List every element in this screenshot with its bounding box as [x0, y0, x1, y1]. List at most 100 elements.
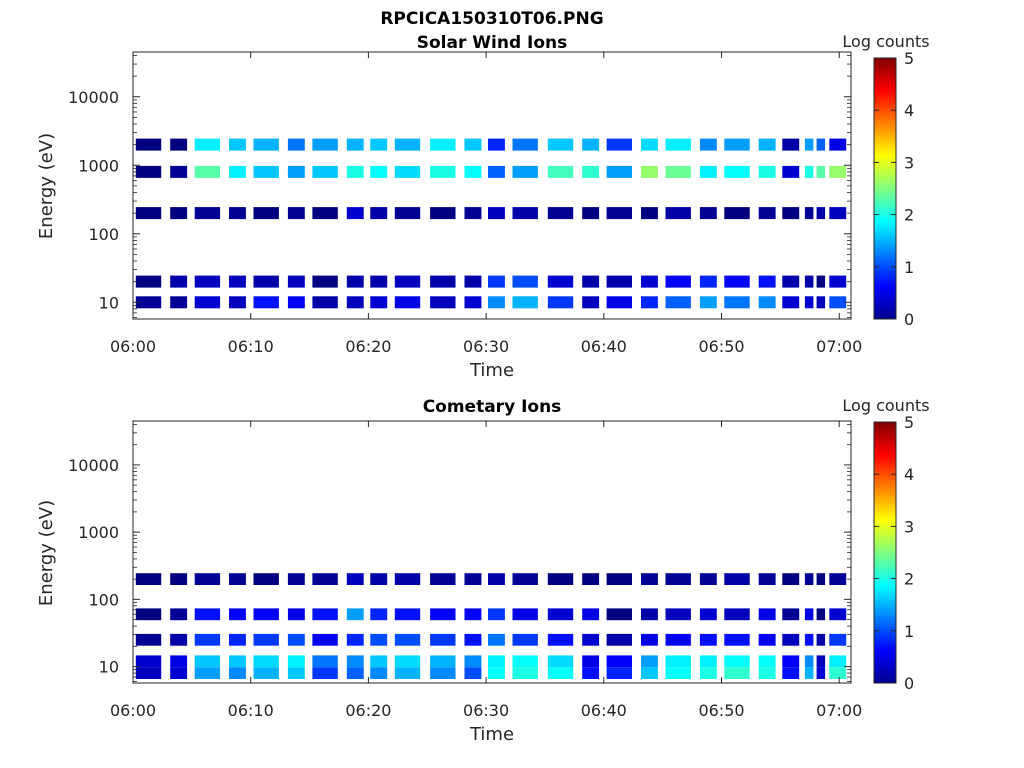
- heatmap-cell: [699, 165, 717, 178]
- heatmap-cell: [758, 633, 776, 646]
- heatmap-cell: [170, 655, 188, 668]
- heatmap-cell: [346, 296, 364, 309]
- heatmap-cell: [135, 573, 162, 585]
- heatmap-cell: [312, 165, 338, 178]
- heatmap-cell: [370, 275, 388, 288]
- y-tick-label: 1000: [78, 156, 119, 175]
- heatmap-cell: [512, 573, 538, 585]
- heatmap-cell: [758, 275, 776, 288]
- heatmap-cell: [665, 165, 691, 178]
- heatmap-cell: [606, 296, 632, 309]
- heatmap-cell: [488, 207, 505, 220]
- heatmap-cell: [430, 573, 456, 585]
- heatmap-cell: [370, 138, 388, 151]
- heatmap-cell: [782, 275, 800, 288]
- heatmap-cell: [229, 667, 246, 679]
- heatmap-cell: [582, 573, 600, 585]
- heatmap-cell: [804, 667, 814, 679]
- heatmap-cell: [194, 296, 221, 309]
- heatmap-cell: [394, 207, 421, 220]
- heatmap-cell: [641, 573, 658, 585]
- heatmap-cell: [370, 667, 388, 679]
- heatmap-cell: [287, 275, 305, 288]
- heatmap-cell: [430, 296, 456, 309]
- y-tick-label: 10: [99, 293, 119, 312]
- colorbar-tick-label: 0: [904, 310, 914, 329]
- heatmap-cell: [606, 573, 632, 585]
- heatmap-cell: [641, 608, 658, 621]
- heatmap-cell: [312, 655, 338, 668]
- heatmap-cell: [699, 573, 717, 585]
- heatmap-cell: [641, 633, 658, 646]
- heatmap-cell: [488, 655, 505, 668]
- heatmap-cell: [170, 667, 188, 679]
- heatmap-cell: [253, 275, 279, 288]
- heatmap-cell: [816, 633, 826, 646]
- heatmap-cell: [724, 207, 750, 220]
- heatmap-cell: [782, 655, 800, 668]
- heatmap-cell: [287, 138, 305, 151]
- colorbar-solar-wind: [874, 58, 896, 319]
- y-axis-label-cometary: Energy (eV): [36, 500, 57, 606]
- heatmap-cell: [287, 655, 305, 668]
- heatmap-cell: [582, 275, 600, 288]
- colorbar-frame-cometary: [873, 421, 897, 684]
- heatmap-cell: [582, 165, 600, 178]
- heatmap-cell: [464, 138, 482, 151]
- heatmap-cell: [394, 655, 421, 668]
- heatmap-cell: [829, 633, 847, 646]
- x-axis-label-solar-wind: Time: [469, 360, 514, 381]
- heatmap-cell: [512, 207, 538, 220]
- heatmap-cell: [135, 608, 162, 621]
- heatmap-cell: [170, 608, 188, 621]
- x-tick-label: 06:00: [110, 337, 156, 356]
- heatmap-cell: [229, 608, 246, 621]
- x-tick-label: 06:10: [228, 337, 274, 356]
- heatmap-cell: [782, 573, 800, 585]
- heatmap-cell: [724, 667, 750, 679]
- heatmap-cell: [804, 165, 814, 178]
- heatmap-cell: [758, 655, 776, 668]
- panel-solar-wind: Solar Wind Ions 06:00 06:10 06:20 06:30 …: [36, 32, 930, 381]
- heatmap-cell: [287, 207, 305, 220]
- x-ticks-cometary: 06:00 06:10 06:20 06:30 06:40 06:50 07:0…: [110, 421, 862, 720]
- heatmap-cell: [346, 633, 364, 646]
- heatmap-cell: [758, 573, 776, 585]
- heatmap-cell: [547, 608, 574, 621]
- heatmap-cell: [253, 667, 279, 679]
- heatmap-cell: [135, 165, 162, 178]
- heatmap-cell: [816, 573, 826, 585]
- heatmap-solar-wind: [135, 138, 847, 309]
- heatmap-cell: [464, 573, 482, 585]
- heatmap-cell: [488, 165, 505, 178]
- heatmap-cell: [758, 667, 776, 679]
- heatmap-cell: [287, 296, 305, 309]
- heatmap-cell: [547, 573, 574, 585]
- heatmap-cell: [312, 633, 338, 646]
- x-tick-label: 06:30: [463, 701, 509, 720]
- heatmap-cell: [699, 633, 717, 646]
- heatmap-cell: [829, 165, 847, 178]
- heatmap-cell: [464, 275, 482, 288]
- heatmap-cell: [758, 138, 776, 151]
- heatmap-cell: [370, 655, 388, 668]
- heatmap-cell: [606, 165, 632, 178]
- heatmap-cell: [346, 608, 364, 621]
- heatmap-cell: [782, 608, 800, 621]
- x-tick-label: 06:50: [698, 701, 744, 720]
- heatmap-cell: [606, 667, 632, 679]
- heatmap-cell: [641, 138, 658, 151]
- heatmap-cell: [394, 573, 421, 585]
- heatmap-cell: [816, 296, 826, 309]
- heatmap-cell: [253, 138, 279, 151]
- heatmap-cell: [229, 296, 246, 309]
- heatmap-cell: [816, 667, 826, 679]
- heatmap-cell: [665, 655, 691, 668]
- heatmap-cell: [547, 138, 574, 151]
- heatmap-cell: [547, 207, 574, 220]
- heatmap-cell: [194, 655, 221, 668]
- heatmap-cell: [464, 608, 482, 621]
- heatmap-cell: [194, 633, 221, 646]
- heatmap-cell: [488, 296, 505, 309]
- heatmap-cell: [346, 165, 364, 178]
